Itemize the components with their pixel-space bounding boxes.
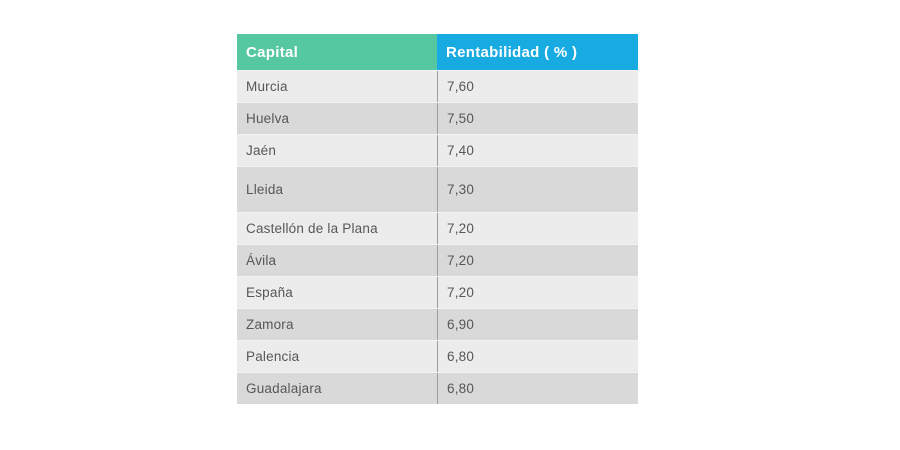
cell-capital: Huelva	[246, 111, 290, 126]
table-row: Murcia 7,60	[237, 70, 638, 102]
table-row: Lleida 7,30	[237, 166, 638, 212]
table-row: Guadalajara 6,80	[237, 372, 638, 404]
cell-capital: Zamora	[246, 317, 294, 332]
table-header-row: Capital Rentabilidad ( % )	[237, 34, 638, 70]
cell-rentabilidad: 6,80	[437, 341, 638, 372]
cell-capital: Castellón de la Plana	[246, 221, 378, 236]
cell-rentabilidad: 6,90	[437, 309, 638, 340]
cell-rentabilidad: 7,30	[437, 167, 638, 212]
header-cell-rentabilidad: Rentabilidad ( % )	[437, 34, 638, 70]
cell-capital: España	[246, 285, 293, 300]
cell-rentabilidad: 7,50	[437, 103, 638, 134]
rentabilidad-table: Capital Rentabilidad ( % ) Murcia 7,60 H…	[237, 34, 638, 404]
table-body: Murcia 7,60 Huelva 7,50 Jaén 7,40 Lleida…	[237, 70, 638, 404]
header-capital-label: Capital	[246, 43, 299, 61]
table-row: Zamora 6,90	[237, 308, 638, 340]
cell-capital: Jaén	[246, 143, 277, 158]
cell-rentabilidad: 7,20	[437, 213, 638, 244]
cell-capital: Lleida	[246, 182, 284, 197]
cell-rentabilidad: 7,20	[437, 245, 638, 276]
cell-capital: Guadalajara	[246, 381, 322, 396]
header-rentabilidad-label: Rentabilidad ( % )	[446, 43, 578, 61]
table-row: Ávila 7,20	[237, 244, 638, 276]
cell-capital: Ávila	[246, 253, 277, 268]
table-row: Huelva 7,50	[237, 102, 638, 134]
cell-rentabilidad: 7,40	[437, 135, 638, 166]
header-cell-capital: Capital	[237, 34, 437, 70]
cell-capital: Murcia	[246, 79, 288, 94]
cell-rentabilidad: 6,80	[437, 373, 638, 404]
table-row: España 7,20	[237, 276, 638, 308]
table-row: Jaén 7,40	[237, 134, 638, 166]
table-row: Palencia 6,80	[237, 340, 638, 372]
cell-rentabilidad: 7,20	[437, 277, 638, 308]
cell-rentabilidad: 7,60	[437, 71, 638, 102]
table-row: Castellón de la Plana 7,20	[237, 212, 638, 244]
cell-capital: Palencia	[246, 349, 300, 364]
